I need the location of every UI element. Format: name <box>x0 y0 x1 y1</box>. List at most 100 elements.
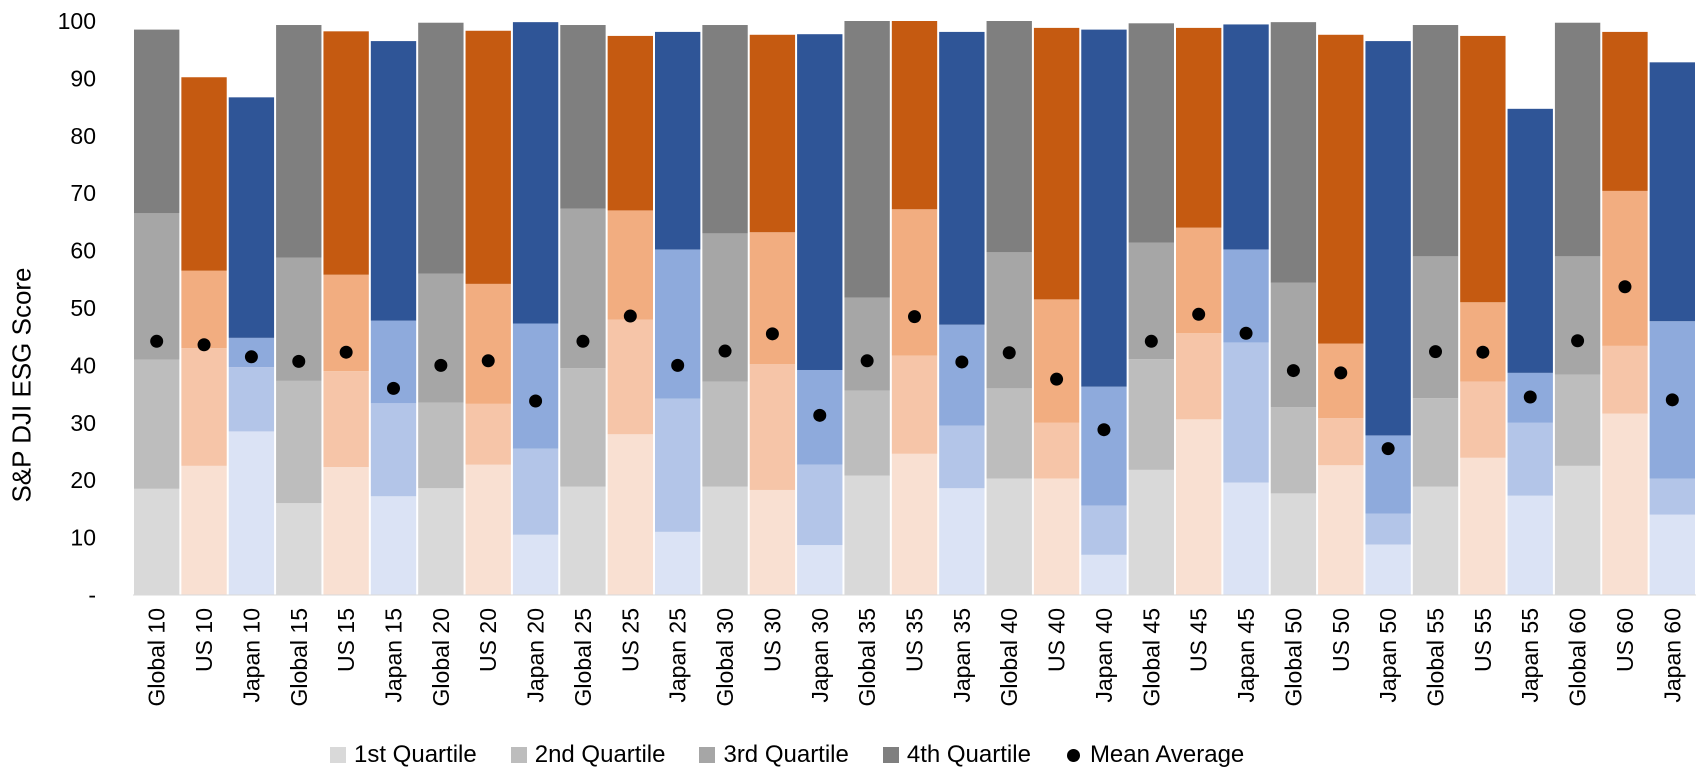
y-tick-label: 100 <box>58 8 96 34</box>
bar-segment <box>844 21 890 298</box>
x-tick-label: Global 55 <box>1423 608 1449 706</box>
y-tick-label: 80 <box>70 123 96 149</box>
bar-segment <box>134 29 180 214</box>
mean-point <box>671 358 685 372</box>
bar-segment <box>181 270 227 349</box>
x-tick-label: US 30 <box>759 608 785 672</box>
legend-item-mean: Mean Average <box>1065 741 1244 769</box>
mean-point <box>434 358 448 372</box>
x-tick-label: Global 25 <box>570 608 596 706</box>
bar-segment <box>1223 342 1269 483</box>
mean-point <box>955 355 969 369</box>
y-tick-label: 60 <box>70 238 96 264</box>
x-tick-label: Global 50 <box>1280 608 1306 706</box>
bar-segment <box>418 22 464 274</box>
bar-segment <box>1460 35 1506 303</box>
bar-segment <box>749 34 796 233</box>
bar-segment <box>1602 413 1648 595</box>
legend: 1st Quartile 2nd Quartile 3rd Quartile 4… <box>330 740 1278 770</box>
bar-segment <box>276 380 322 504</box>
bar-segment <box>228 367 275 432</box>
bar-segment <box>1081 386 1127 506</box>
bar-segment <box>891 453 938 595</box>
legend-swatch-q4 <box>882 747 899 763</box>
x-tick-label: Japan 30 <box>807 608 833 703</box>
x-tick-label: Japan 15 <box>381 608 407 703</box>
bar-segment <box>134 488 180 595</box>
y-tick-label: 10 <box>70 525 96 551</box>
bar-segment <box>1507 108 1553 373</box>
bar-segment <box>891 355 938 454</box>
bar-segment <box>797 545 843 595</box>
mean-point <box>1618 280 1632 294</box>
bar-segment <box>1507 422 1553 496</box>
bar-segment <box>844 475 890 595</box>
legend-dot-mean <box>1066 748 1080 762</box>
bar-segment <box>891 21 938 210</box>
bar-segment <box>1649 478 1695 515</box>
mean-point <box>387 381 400 395</box>
mean-point <box>1050 372 1064 386</box>
bar-segment <box>655 31 701 250</box>
x-tick-label: US 35 <box>902 608 928 672</box>
bar-segment <box>323 467 369 595</box>
mean-point <box>529 394 543 408</box>
mean-point <box>244 350 258 364</box>
bar-segment <box>1554 22 1601 257</box>
mean-point <box>718 344 732 358</box>
bar-segment <box>1460 457 1506 595</box>
legend-item-q4: 4th Quartile <box>882 741 1031 769</box>
x-tick-label: US 20 <box>475 608 501 672</box>
bar-segment <box>418 273 464 403</box>
bar-segment <box>418 402 464 489</box>
x-tick-label: Global 15 <box>286 608 312 706</box>
mean-point <box>765 327 779 341</box>
bar-segment <box>607 35 653 211</box>
bar-segment <box>702 486 748 595</box>
mean-point <box>1571 334 1585 348</box>
bar-segment <box>1507 495 1553 595</box>
mean-point <box>1097 423 1111 437</box>
bar-segment <box>1270 493 1317 595</box>
legend-swatch-q3 <box>699 747 716 763</box>
bar-segment <box>1318 34 1364 344</box>
mean-point <box>1665 393 1679 407</box>
mean-point <box>1334 366 1348 380</box>
mean-point <box>1523 390 1537 404</box>
bar-segment <box>1081 29 1127 387</box>
bar-segment <box>1554 465 1601 595</box>
mean-point <box>860 354 874 368</box>
bar-segment <box>1128 23 1174 243</box>
mean-point <box>1192 307 1206 321</box>
mean-point <box>576 334 590 348</box>
bar-segment <box>323 371 369 467</box>
legend-label-q4: 4th Quartile <box>906 741 1031 768</box>
bar-segment <box>844 297 890 391</box>
bar-segment <box>1223 24 1269 250</box>
mean-point <box>1381 442 1395 456</box>
bar-segment <box>1176 27 1222 228</box>
bar-segment <box>1554 374 1601 466</box>
bar-segment <box>134 359 180 489</box>
mean-point <box>197 338 211 352</box>
bar-segment <box>702 233 748 382</box>
bar-segment <box>1176 419 1222 595</box>
x-tick-label: Global 35 <box>854 608 880 706</box>
mean-point <box>908 310 921 324</box>
bar-segment <box>939 488 985 595</box>
bar-segment <box>228 431 275 595</box>
x-tick-label: US 10 <box>191 608 217 672</box>
bar-segment <box>844 390 890 476</box>
bar-segment <box>749 489 796 595</box>
y-tick-label: 50 <box>70 295 96 321</box>
bar-segment <box>1602 31 1648 191</box>
x-tick-label: Japan 40 <box>1091 608 1117 703</box>
y-tick-label: 40 <box>70 352 96 378</box>
mean-point <box>1239 326 1253 340</box>
bar-segment <box>323 31 369 275</box>
mean-point <box>623 309 637 323</box>
bar-segment <box>1033 27 1080 300</box>
bar-segment <box>512 323 559 449</box>
x-tick-label: US 60 <box>1612 608 1638 672</box>
bar-segment <box>607 434 653 595</box>
